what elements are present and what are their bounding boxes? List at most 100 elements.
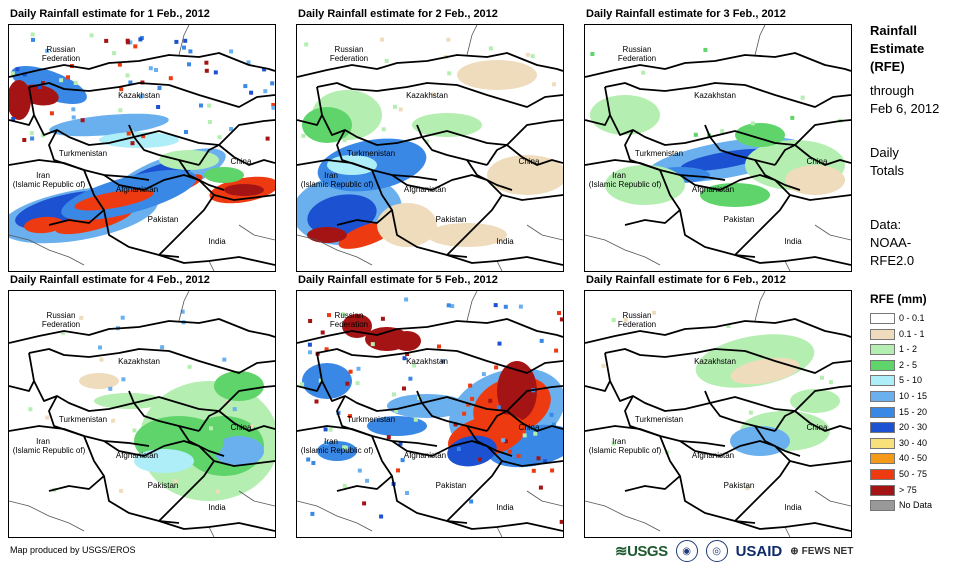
country-border (297, 52, 563, 78)
rainfall-speck (559, 317, 563, 322)
country-border (734, 254, 851, 266)
rainfall-speck (118, 108, 123, 113)
rainfall-speck (800, 95, 805, 100)
rainfall-area (214, 371, 264, 401)
rainfall-speck (400, 458, 405, 463)
rainfall-speck (308, 350, 312, 355)
rainfall-speck (141, 134, 146, 139)
rainfall-speck (98, 345, 102, 350)
map-svg (9, 291, 275, 537)
rainfall-speck (182, 45, 186, 50)
rainfall-speck (59, 78, 64, 83)
coastline (526, 490, 563, 507)
legend-label: 5 - 10 (899, 375, 923, 386)
rainfall-speck (601, 363, 606, 368)
map-area: Russian Federation Kazakhstan Turkmenistan I… (8, 24, 276, 272)
rainfall-area (204, 167, 244, 183)
legend-label: No Data (899, 500, 933, 511)
country-label: China (518, 157, 540, 166)
rainfall-speck (611, 318, 616, 322)
rainfall-speck (536, 456, 541, 461)
rainfall-speck (41, 81, 45, 86)
legend-item: No Data (870, 498, 965, 514)
rainfall-speck (263, 89, 268, 94)
country-label: Russian (334, 45, 364, 54)
rainfall-speck (405, 352, 410, 356)
country-border (624, 475, 681, 492)
legend-item: 0 - 0.1 (870, 311, 965, 327)
rainfall-speck (125, 73, 130, 78)
rainfall-area (49, 113, 169, 137)
country-label: Federation (617, 320, 657, 329)
rainfall-speck (503, 304, 508, 309)
country-border (774, 410, 851, 432)
country-label: Iran (612, 171, 626, 180)
map-panel-4: Daily Rainfall estimate for 4 Feb., 2012… (8, 274, 276, 538)
rainfall-speck (306, 457, 311, 462)
rainfall-speck (128, 80, 133, 85)
rainfall-speck (703, 47, 708, 52)
country-border (416, 124, 488, 166)
rainfall-speck (488, 46, 493, 51)
rainfall-speck (530, 54, 535, 59)
country-border (585, 114, 611, 126)
rainfall-speck (71, 115, 76, 120)
legend-item: 50 - 75 (870, 467, 965, 483)
rainfall-speck (450, 304, 455, 309)
country-label: Pakistan (435, 215, 467, 224)
rainfall-speck (104, 38, 109, 43)
rainfall-speck (49, 111, 54, 116)
data-source-line-1: NOAA- (870, 235, 912, 250)
country-label: Turkmenistan (346, 415, 396, 424)
rainfall-speck (545, 437, 550, 442)
legend-swatch (870, 468, 895, 480)
country-label: Russian (46, 311, 76, 320)
partner-logos: ≋USGS ◉ ◎ USAID ⊕ FEWS NET (615, 538, 853, 564)
rainfall-speck (111, 418, 116, 423)
rainfall-speck (516, 454, 521, 458)
country-label: Afghanistan (115, 185, 159, 194)
rainfall-speck (745, 486, 750, 491)
rainfall-speck (11, 117, 16, 121)
country-label: China (806, 157, 828, 166)
rainfall-area (11, 66, 87, 104)
rainfall-speck (30, 136, 35, 141)
usaid-logo: USAID (735, 542, 783, 560)
rainfall-speck (741, 134, 746, 139)
rainfall-speck (470, 396, 475, 401)
country-label: Russian (622, 311, 652, 320)
rainfall-speck (488, 398, 493, 403)
rainfall-speck (466, 402, 471, 407)
rainfall-speck (40, 133, 45, 138)
country-label: India (496, 503, 514, 512)
rainfall-speck (341, 312, 345, 317)
rainfall-speck (128, 40, 133, 45)
date-label: Feb 6, 2012 (870, 101, 940, 116)
map-svg (9, 25, 275, 271)
rainfall-speck (184, 130, 188, 134)
rainfall-speck (199, 103, 203, 108)
rainfall-speck (204, 68, 209, 73)
rainfall-speck (381, 127, 386, 132)
rainfall-speck (187, 364, 192, 369)
country-border (604, 348, 851, 374)
country-border (128, 124, 200, 166)
rainfall-speck (384, 58, 389, 63)
country-label: Turkmenistan (634, 149, 684, 158)
rainfall-speck (348, 369, 353, 374)
country-label: Russian (334, 311, 364, 320)
rainfall-speck (356, 366, 361, 371)
rainfall-speck (232, 407, 237, 412)
globe-icon: ⊕ (790, 545, 799, 557)
rainfall-speck (117, 62, 122, 67)
country-border (466, 159, 513, 191)
country-label: Turkmenistan (634, 415, 684, 424)
legend-swatch (870, 484, 895, 496)
rainfall-speck (554, 348, 559, 353)
rainfall-speck (262, 67, 267, 72)
coastline (178, 291, 190, 322)
rainfall-speck (503, 439, 508, 444)
map-panel-5: Daily Rainfall estimate for 5 Feb., 2012… (296, 274, 564, 538)
rainfall-speck (66, 75, 70, 80)
legend-label: 1 - 2 (899, 344, 918, 355)
